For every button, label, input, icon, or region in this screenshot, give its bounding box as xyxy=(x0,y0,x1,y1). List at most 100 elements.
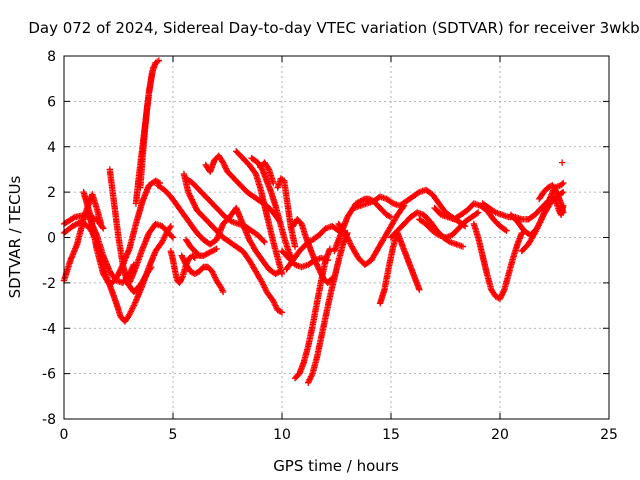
data-point xyxy=(416,216,428,227)
data-point xyxy=(277,175,286,183)
data-point xyxy=(381,224,394,241)
data-point xyxy=(483,207,496,222)
data-point xyxy=(431,204,444,217)
data-point xyxy=(126,222,139,252)
data-point xyxy=(246,236,259,253)
data-point xyxy=(246,257,259,274)
data-point xyxy=(387,228,400,241)
data-point xyxy=(420,211,433,224)
data-point xyxy=(331,258,342,282)
data-point xyxy=(193,207,206,220)
data-point xyxy=(540,185,551,196)
data-point xyxy=(78,218,93,231)
data-point xyxy=(143,263,155,277)
data-point xyxy=(409,189,422,200)
data-point xyxy=(186,253,195,262)
data-points xyxy=(60,57,567,386)
data-point xyxy=(148,64,157,82)
data-point xyxy=(182,236,193,249)
data-point xyxy=(106,268,119,283)
data-point xyxy=(237,182,250,195)
data-point xyxy=(187,220,200,235)
data-point xyxy=(387,213,400,230)
data-point xyxy=(132,199,146,228)
y-tick-label: -6 xyxy=(42,367,56,383)
data-point xyxy=(270,238,281,260)
axis-ticks: 0 5 10 15 20 25 -8 -6 -4 -2 0 2 4 6 8 xyxy=(42,49,618,443)
data-point xyxy=(305,324,316,350)
data-point xyxy=(429,191,442,206)
data-point xyxy=(215,152,226,165)
series-arc30 xyxy=(376,229,423,307)
series-arc10 xyxy=(137,64,157,191)
data-point xyxy=(361,257,374,268)
y-axis-label: SDTVAR / TECUs xyxy=(6,175,24,298)
data-point xyxy=(174,277,182,285)
data-point xyxy=(429,227,441,238)
data-point xyxy=(248,154,260,165)
data-point xyxy=(272,202,283,224)
data-point xyxy=(403,194,415,205)
data-point xyxy=(161,186,173,199)
data-point xyxy=(468,209,482,221)
data-point xyxy=(318,258,329,284)
series-arc21 xyxy=(274,175,299,250)
data-point xyxy=(514,229,525,248)
data-point xyxy=(531,205,544,218)
data-point xyxy=(200,213,213,226)
data-point xyxy=(158,231,169,246)
data-point xyxy=(80,188,93,217)
data-point xyxy=(509,242,521,262)
series-arc39 xyxy=(551,193,567,218)
data-point xyxy=(536,190,546,203)
data-point xyxy=(93,216,107,232)
y-tick-label: -4 xyxy=(42,321,56,337)
data-point xyxy=(60,258,74,284)
data-point xyxy=(132,247,146,271)
data-point xyxy=(284,200,294,228)
y-tick-label: 6 xyxy=(47,94,56,110)
data-point xyxy=(490,216,503,229)
data-point xyxy=(200,250,210,259)
y-tick-label: 8 xyxy=(47,49,56,65)
data-point xyxy=(93,241,106,269)
data-point xyxy=(265,166,277,187)
data-point xyxy=(222,213,234,224)
series-arc13 xyxy=(178,252,227,296)
data-point xyxy=(180,211,193,226)
data-point xyxy=(483,270,494,292)
series-arc11 xyxy=(154,182,284,277)
series-arc12 xyxy=(167,247,198,287)
data-point xyxy=(549,182,559,194)
data-point xyxy=(396,198,409,209)
data-point xyxy=(335,220,348,235)
data-point xyxy=(239,247,252,263)
data-point xyxy=(265,220,277,244)
data-point xyxy=(233,243,245,254)
series-arc38 xyxy=(536,182,567,216)
data-point xyxy=(187,268,197,277)
data-point xyxy=(100,263,113,287)
data-point xyxy=(485,204,498,215)
data-point xyxy=(126,299,139,318)
data-point xyxy=(178,252,189,267)
data-point xyxy=(496,288,507,302)
series-arc20 xyxy=(257,159,277,187)
data-point xyxy=(457,208,470,218)
data-point xyxy=(182,261,193,274)
data-point xyxy=(213,227,226,240)
series-arc15 xyxy=(180,170,286,316)
data-point xyxy=(206,237,219,248)
data-point xyxy=(557,202,567,218)
data-point xyxy=(137,156,146,191)
series-arc32 xyxy=(416,209,482,241)
x-tick-label: 10 xyxy=(273,427,291,443)
data-point xyxy=(126,265,139,287)
x-tick-label: 5 xyxy=(169,427,178,443)
data-point xyxy=(276,218,287,240)
data-point xyxy=(204,248,214,257)
data-point xyxy=(154,182,167,193)
series-arc34 xyxy=(470,220,525,302)
series-arc16 xyxy=(182,175,268,246)
